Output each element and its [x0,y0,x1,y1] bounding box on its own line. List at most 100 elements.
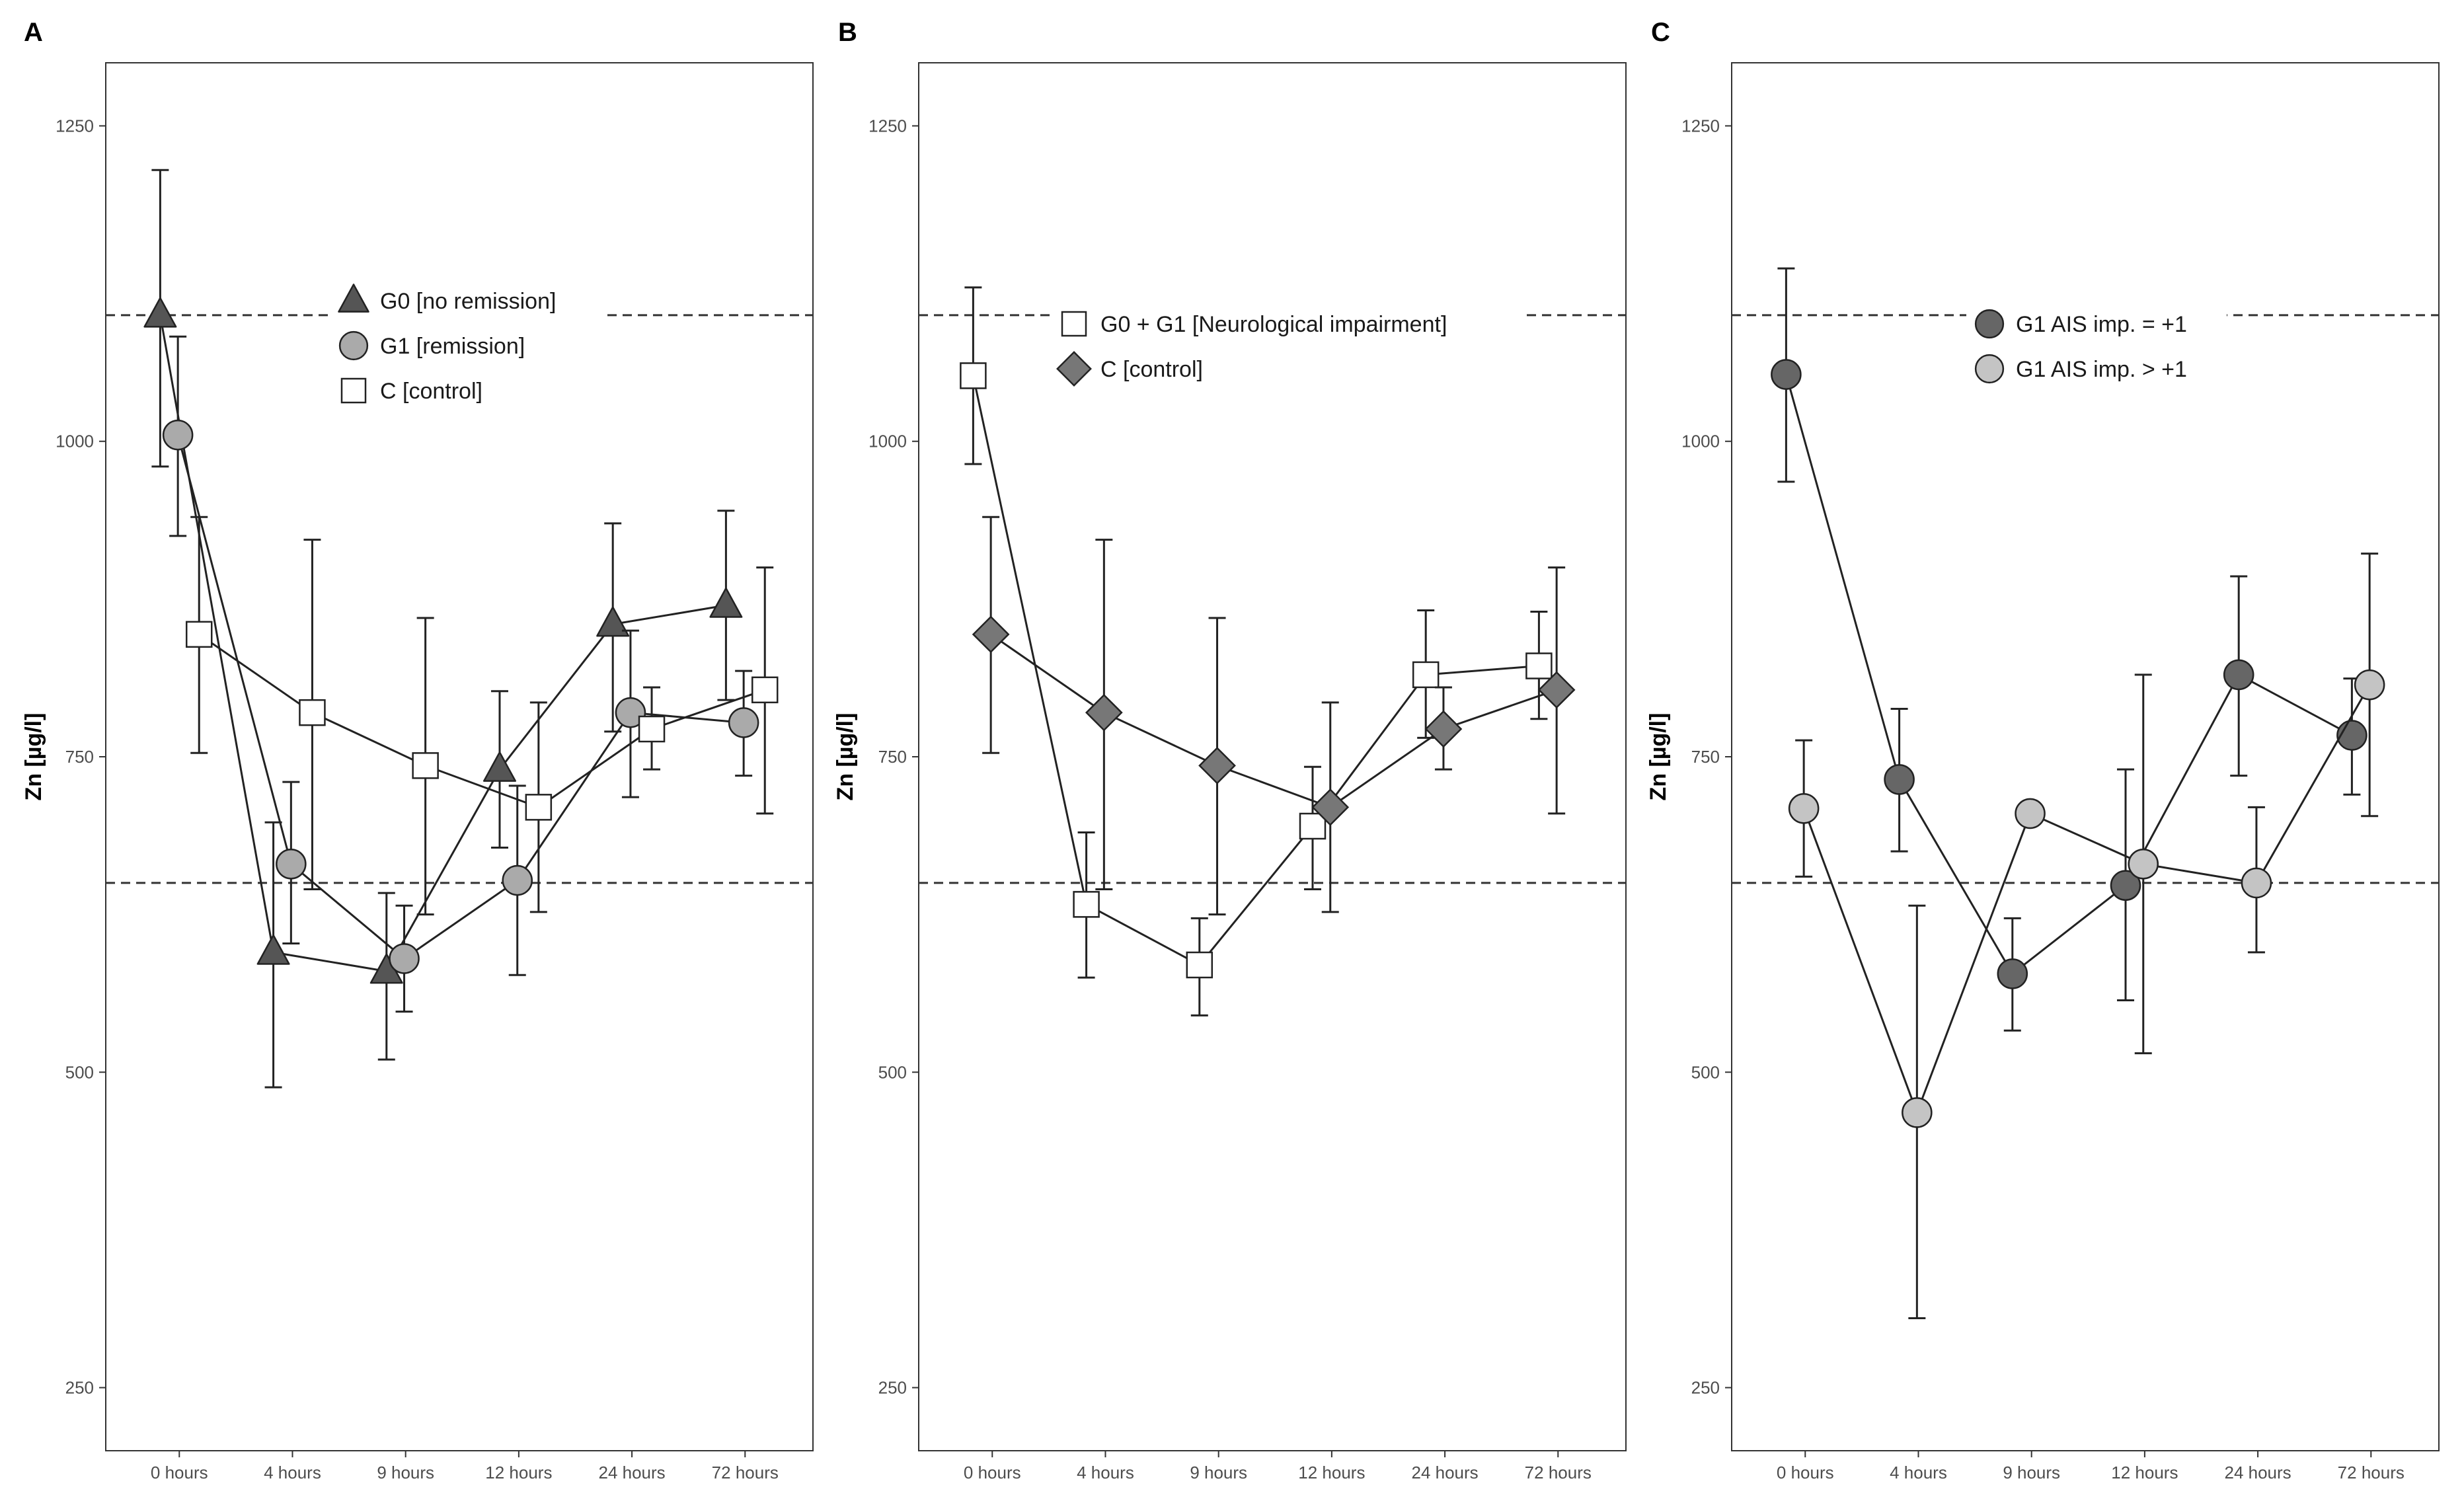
y-tick-label: 250 [65,1378,94,1398]
x-tick-label: 24 hours [2224,1463,2291,1482]
data-point [972,615,1010,654]
data-point [525,794,553,821]
legend-label: C [control] [1100,357,1203,382]
y-tick-label: 1000 [1681,432,1720,451]
y-tick-label: 500 [878,1062,907,1082]
series-line [198,633,765,809]
x-tick-label: 12 hours [1298,1463,1365,1482]
legend-label: G1 AIS imp. = +1 [2016,312,2187,337]
y-tick-label: 1000 [868,432,907,451]
data-point [1788,792,1820,824]
x-tick-label: 24 hours [598,1463,665,1482]
y-tick-label: 1250 [56,116,94,135]
panel-a: A 250 500 750 1000 1250 Zn [µg/l] 0 hours 4 hour… [21,18,814,1482]
legend: G1 AIS imp. = +1 G1 AIS imp. > +1 [1966,303,2227,390]
x-tick-label: 4 hours [1077,1463,1134,1482]
y-tick-label: 250 [1691,1378,1720,1398]
x-tick-label: 0 hours [151,1463,208,1482]
data-point [1884,764,1915,795]
legend-background [1966,348,2227,390]
data-point [1073,891,1100,918]
x-tick-label: 9 hours [2003,1463,2060,1482]
series-1 [960,286,1553,1016]
y-tick-label: 750 [1691,747,1720,767]
y-tick-label: 500 [65,1062,94,1082]
panel-b: B 250 500 750 1000 1250 Zn [µg/l] 0 hours 4 hour… [833,18,1627,1482]
x-tick-label: 12 hours [485,1463,552,1482]
y-tick-label: 1000 [56,432,94,451]
legend: G0 [no remission] G1 [remission] C [contro… [330,280,603,412]
data-point [2110,870,2141,901]
data-point [256,934,290,965]
series-2 [972,516,1576,916]
data-point [2128,848,2159,880]
legend-key [1974,354,2005,384]
data-point [143,297,177,328]
x-tick-label: 0 hours [964,1463,1021,1482]
series-line [972,375,1539,966]
y-tick-label: 750 [878,747,907,767]
plot-frame [1731,62,2440,1451]
series-3 [185,516,779,916]
legend-label: G1 [remission] [380,334,525,359]
series-line [159,315,726,973]
y-tick-label: 500 [1691,1062,1720,1082]
data-point [1537,671,1576,709]
data-point [728,707,759,738]
legend-key [1061,311,1087,337]
x-tick-label: 0 hours [1777,1463,1834,1482]
data-point [299,699,326,726]
x-tick-label: 12 hours [2111,1463,2178,1482]
legend: G0 + G1 [Neurological impairment] C [cont… [1051,303,1525,390]
data-point [1902,1097,1933,1128]
legend-key [338,330,369,361]
series-line [1802,684,2371,1116]
y-tick-label: 250 [878,1378,907,1398]
data-point [162,419,194,451]
data-point [1085,693,1123,732]
data-point [596,606,630,637]
series-1 [1771,267,2368,1032]
x-tick-label: 9 hours [1190,1463,1247,1482]
data-point [2354,669,2385,701]
data-point [412,752,439,779]
data-point [276,848,307,880]
data-point [1198,746,1236,785]
data-point [1525,652,1553,679]
series-line [990,633,1557,809]
legend-background [330,280,603,322]
legend-background [1966,303,2227,345]
data-point [1997,958,2028,989]
data-point [751,676,779,704]
series-line [176,434,744,960]
legend-label: G1 AIS imp. > +1 [2016,357,2187,382]
data-point [185,621,213,648]
y-axis-title: Zn [µg/l] [21,713,46,801]
data-point [1186,951,1213,979]
series-2 [1788,553,2385,1320]
x-tick-label: 9 hours [377,1463,434,1482]
y-tick-label: 750 [65,747,94,767]
x-tick-label: 4 hours [264,1463,321,1482]
legend-background [1051,303,1525,345]
data-point [1311,788,1350,826]
series-2 [162,335,759,1013]
data-point [1412,661,1440,689]
data-point [2241,867,2272,899]
x-tick-label: 72 hours [2338,1463,2405,1482]
panel-letter: A [24,18,43,47]
panel-letter: C [1651,18,1670,47]
legend-label: C [control] [380,379,482,404]
legend-background [330,325,566,367]
data-point [502,864,533,896]
legend-key [1974,309,2005,339]
legend-key [338,284,369,313]
y-tick-label: 1250 [868,116,907,135]
x-tick-label: 4 hours [1890,1463,1947,1482]
plot-frame [918,62,1627,1451]
panel-c: C 250 500 750 1000 1250 Zn [µg/l] 0 hours 4 hour… [1646,18,2440,1482]
y-axis-title: Zn [µg/l] [1646,713,1671,801]
data-point [1771,359,1802,390]
